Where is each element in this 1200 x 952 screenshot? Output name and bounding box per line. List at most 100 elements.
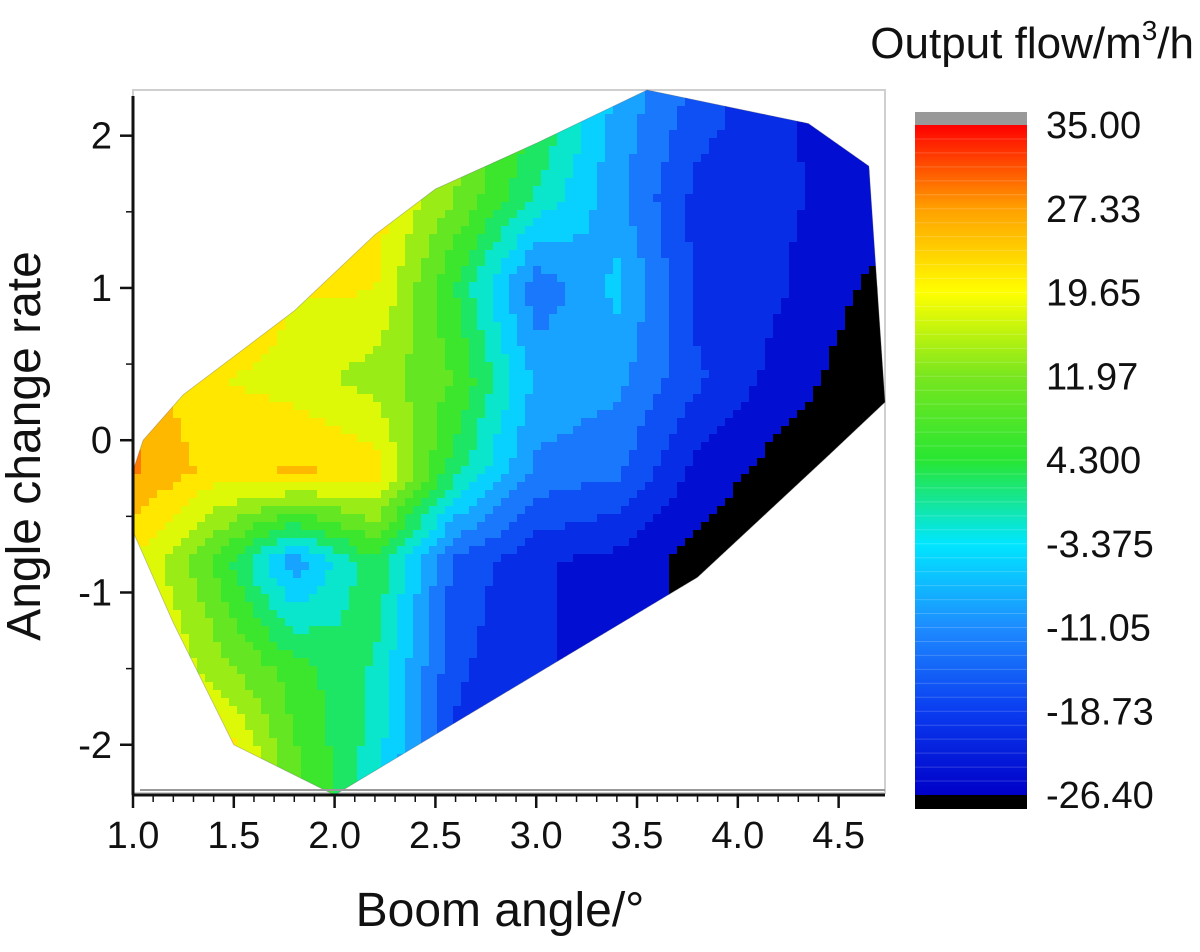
contour-cell: [597, 442, 606, 451]
contour-cell: [861, 290, 870, 299]
contour-cell: [637, 242, 646, 251]
contour-cell: [445, 386, 454, 395]
contour-cell: [509, 322, 518, 331]
contour-cell: [629, 226, 638, 235]
contour-cell: [621, 410, 630, 419]
contour-cell: [325, 426, 334, 435]
contour-cell: [621, 162, 630, 171]
contour-cell: [741, 218, 750, 227]
contour-cell: [813, 338, 822, 347]
contour-cell: [461, 394, 470, 403]
contour-cell: [597, 482, 606, 491]
contour-cell: [781, 266, 790, 275]
contour-cell: [477, 402, 486, 411]
contour-cell: [573, 346, 582, 355]
contour-cell: [205, 474, 214, 483]
contour-cell: [701, 426, 710, 435]
contour-cell: [421, 490, 430, 499]
contour-cell: [365, 266, 374, 275]
contour-cell: [677, 130, 686, 139]
contour-cell: [309, 314, 318, 323]
contour-cell: [621, 306, 630, 315]
contour-cell: [789, 338, 798, 347]
contour-cell: [541, 402, 550, 411]
contour-cell: [629, 346, 638, 355]
contour-cell: [373, 346, 382, 355]
contour-cell: [397, 274, 406, 283]
contour-cell: [621, 146, 630, 155]
contour-cell: [525, 258, 534, 267]
contour-cell: [637, 490, 646, 499]
contour-cell: [333, 394, 342, 403]
contour-cell: [725, 242, 734, 251]
contour-cell: [749, 306, 758, 315]
contour-cell: [645, 226, 654, 235]
contour-cell: [477, 506, 486, 515]
contour-cell: [653, 386, 662, 395]
contour-cell: [541, 506, 550, 515]
contour-cell: [413, 370, 422, 379]
contour-cell: [757, 250, 766, 259]
contour-cell: [773, 490, 782, 499]
contour-cell: [349, 274, 358, 283]
contour-cell: [613, 410, 622, 419]
contour-cell: [589, 442, 598, 451]
contour-cell: [717, 138, 726, 147]
contour-cell: [741, 314, 750, 323]
contour-cell: [405, 282, 414, 291]
contour-cell: [429, 242, 438, 251]
contour-cell: [677, 186, 686, 195]
contour-cell: [421, 466, 430, 475]
contour-cell: [341, 314, 350, 323]
contour-cell: [813, 402, 822, 411]
contour-cell: [165, 418, 174, 427]
contour-cell: [693, 426, 702, 435]
contour-cell: [533, 458, 542, 467]
contour-cell: [333, 506, 342, 515]
contour-cell: [285, 450, 294, 459]
contour-cell: [389, 274, 398, 283]
contour-cell: [597, 130, 606, 139]
contour-cell: [485, 474, 494, 483]
contour-cell: [461, 298, 470, 307]
contour-cell: [413, 274, 422, 283]
contour-cell: [837, 242, 846, 251]
contour-cell: [613, 298, 622, 307]
contour-cell: [461, 250, 470, 259]
contour-cell: [565, 434, 574, 443]
contour-cell: [373, 266, 382, 275]
contour-cell: [837, 426, 846, 435]
contour-cell: [317, 362, 326, 371]
contour-cell: [861, 274, 870, 283]
contour-cell: [781, 290, 790, 299]
contour-cell: [405, 234, 414, 243]
contour-cell: [861, 402, 870, 411]
contour-cell: [197, 506, 206, 515]
contour-cell: [469, 466, 478, 475]
contour-cell: [621, 426, 630, 435]
contour-cell: [469, 506, 478, 515]
contour-cell: [413, 210, 422, 219]
contour-cell: [613, 266, 622, 275]
contour-cell: [453, 282, 462, 291]
contour-cell: [325, 418, 334, 427]
contour-cell: [597, 314, 606, 323]
contour-cell: [413, 218, 422, 227]
contour-cell: [877, 346, 885, 355]
contour-cell: [493, 186, 502, 195]
contour-cell: [861, 314, 870, 323]
contour-cell: [685, 306, 694, 315]
contour-cell: [221, 394, 230, 403]
contour-cell: [493, 450, 502, 459]
contour-cell: [789, 466, 798, 475]
contour-cell: [621, 202, 630, 211]
contour-cell: [613, 490, 622, 499]
contour-cell: [437, 234, 446, 243]
contour-cell: [485, 210, 494, 219]
contour-cell: [493, 458, 502, 467]
contour-cell: [837, 346, 846, 355]
contour-cell: [829, 226, 838, 235]
contour-cell: [621, 186, 630, 195]
contour-cell: [861, 410, 870, 419]
contour-cell: [669, 482, 678, 491]
